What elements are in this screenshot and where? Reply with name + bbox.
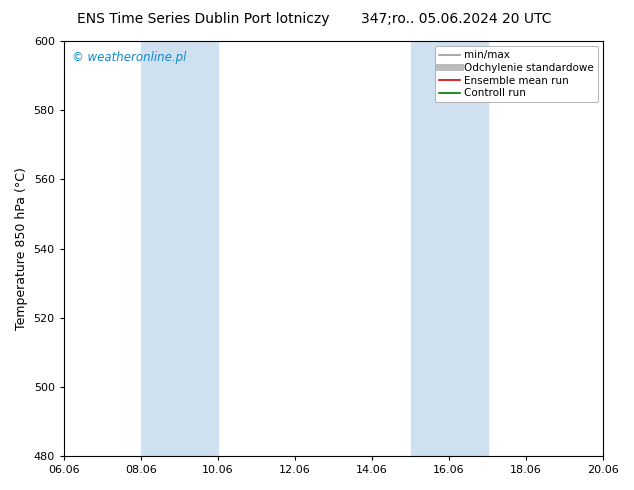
Legend: min/max, Odchylenie standardowe, Ensemble mean run, Controll run: min/max, Odchylenie standardowe, Ensembl… [435, 46, 598, 102]
Text: © weatheronline.pl: © weatheronline.pl [72, 51, 186, 64]
Text: 347;ro.. 05.06.2024 20 UTC: 347;ro.. 05.06.2024 20 UTC [361, 12, 552, 26]
Bar [411, 41, 488, 456]
Text: ENS Time Series Dublin Port lotniczy: ENS Time Series Dublin Port lotniczy [77, 12, 329, 26]
Y-axis label: Temperature 850 hPa (°C): Temperature 850 hPa (°C) [15, 167, 28, 330]
Bar [141, 41, 218, 456]
